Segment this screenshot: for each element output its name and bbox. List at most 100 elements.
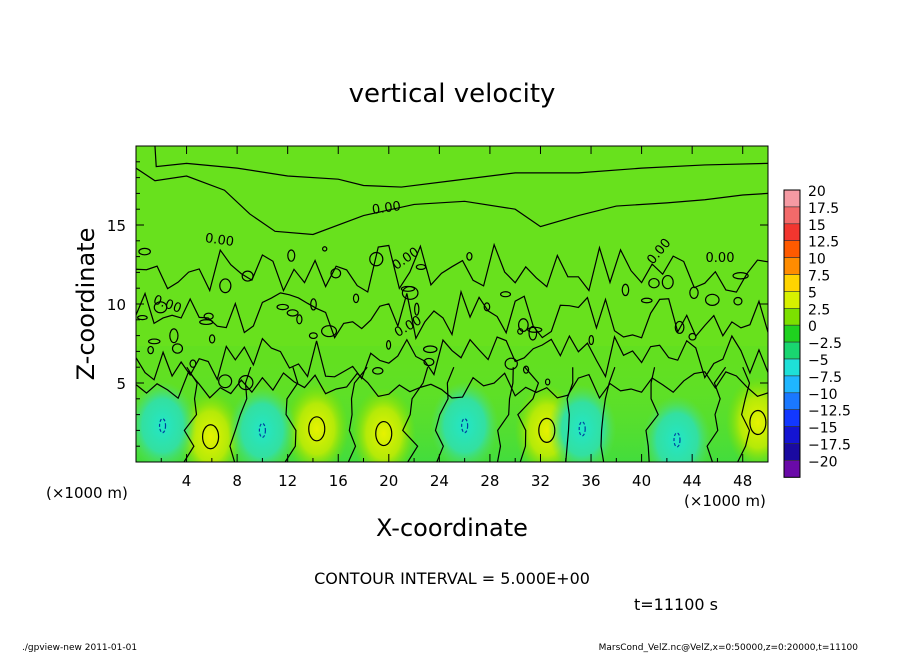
colorbar-swatch (783, 375, 801, 394)
colorbar-level-label: 17.5 (808, 201, 839, 217)
contour-cell (147, 338, 161, 345)
colorbar-level-label: 12.5 (808, 235, 839, 251)
contour-cell (732, 271, 749, 280)
contour-cell (504, 357, 518, 370)
contour-core-negative (673, 432, 681, 448)
colorbar: 2017.51512.5107.552.50−2.5−5−7.5−10−12.5… (783, 184, 851, 478)
downdraft-cell (136, 381, 197, 462)
contour-cell (287, 249, 296, 262)
colorbar-swatch (783, 341, 801, 360)
time-text: t=11100 s (634, 595, 718, 614)
contour-cell (276, 303, 289, 311)
contour-core-negative (578, 421, 586, 437)
colorbar-level-label: −7.5 (808, 370, 842, 386)
contour-line (496, 367, 514, 462)
contour-cell (400, 285, 416, 292)
contour-cell (661, 274, 674, 290)
x-tick-label: 48 (733, 472, 752, 490)
downdraft-cell (228, 386, 297, 462)
x-tick-label: 20 (379, 472, 398, 490)
y-tick-label: 15 (107, 217, 126, 235)
contour-cell (422, 345, 438, 354)
contour-line (136, 289, 768, 341)
colorbar-level-label: 2.5 (808, 302, 830, 318)
contour-line (434, 366, 455, 462)
colorbar-level-label: 0 (808, 319, 817, 335)
contour-cell (218, 374, 233, 389)
colorbar-frame (783, 189, 801, 478)
colorbar-level-label: 20 (808, 184, 826, 200)
contour-cell (466, 251, 473, 261)
y-tick-label: 10 (107, 296, 126, 314)
footer-right: MarsCond_VelZ.nc@VelZ,x=0:50000,z=0:2000… (599, 643, 859, 653)
colorbar-swatch (783, 409, 801, 427)
contour-cell (219, 278, 232, 294)
contour-cell (147, 345, 154, 355)
footer-left: ./gpview-new 2011-01-01 (22, 643, 137, 653)
contour-line (706, 366, 727, 462)
contour-core-negative (461, 418, 469, 434)
updraft-cell (725, 376, 768, 462)
contour-field (136, 146, 768, 462)
colorbar-level-label: 5 (808, 285, 817, 301)
contour-cell (688, 332, 697, 341)
colorbar-level-label: 15 (808, 218, 826, 234)
colorbar-swatch (783, 460, 801, 478)
x-tick-label: 32 (531, 472, 550, 490)
contour-cell (733, 296, 743, 306)
y-axis-label: Z-coordinate (72, 228, 100, 381)
contour-line (154, 146, 768, 188)
contour-label: 0.00 (204, 231, 235, 250)
contour-cell (640, 297, 653, 304)
contour-cell (674, 320, 685, 334)
x-tick-label: 8 (232, 472, 242, 490)
contour-line (565, 367, 574, 462)
contour-line (517, 366, 540, 462)
colorbar-swatch (783, 392, 801, 410)
contour-cell (423, 357, 435, 367)
x-tick-label: 40 (632, 472, 651, 490)
contour-cell (483, 302, 491, 312)
colorbar-swatch (783, 358, 801, 377)
colorbar-swatch (783, 291, 801, 309)
x-unit-label-left: (×1000 m) (46, 484, 128, 502)
contour-line (347, 366, 368, 462)
contour-line (229, 367, 252, 462)
colorbar-level-label: −20 (808, 454, 838, 470)
updraft-cell (351, 387, 416, 462)
contour-core (201, 424, 220, 450)
contour-cell (414, 302, 420, 316)
contour-core (375, 420, 393, 447)
contour-cell (527, 326, 543, 333)
contour-cell (648, 277, 660, 289)
contour-cell (321, 325, 338, 338)
contour-line (600, 366, 616, 462)
x-tick-label: 36 (581, 472, 600, 490)
contour-core-negative (258, 422, 266, 438)
contour-cell (518, 318, 529, 332)
contour-cell (621, 283, 630, 297)
contour-cell (689, 286, 699, 300)
x-tick-label: 28 (480, 472, 499, 490)
downdraft-cell (643, 395, 711, 462)
contour-cell (169, 328, 179, 344)
colorbar-level-label: −15 (808, 421, 838, 437)
contour-cell (322, 246, 328, 252)
contour-line (645, 367, 659, 462)
contour-cell (171, 343, 184, 354)
contour-cell (372, 367, 384, 375)
colorbar-swatch (783, 324, 801, 343)
contour-label: 0.00 (371, 199, 402, 218)
updraft-cell (178, 390, 243, 462)
contour-core-negative (158, 418, 167, 434)
contour-cell (153, 301, 168, 314)
contour-cell (330, 268, 342, 279)
colorbar-level-label: −17.5 (808, 438, 851, 454)
contour-cell (588, 334, 595, 346)
contour-label: 0.00 (706, 251, 735, 266)
contour-line (183, 366, 198, 462)
colorbar-swatch (783, 307, 801, 326)
colorbar-swatch (783, 206, 801, 225)
contour-line (136, 242, 768, 293)
